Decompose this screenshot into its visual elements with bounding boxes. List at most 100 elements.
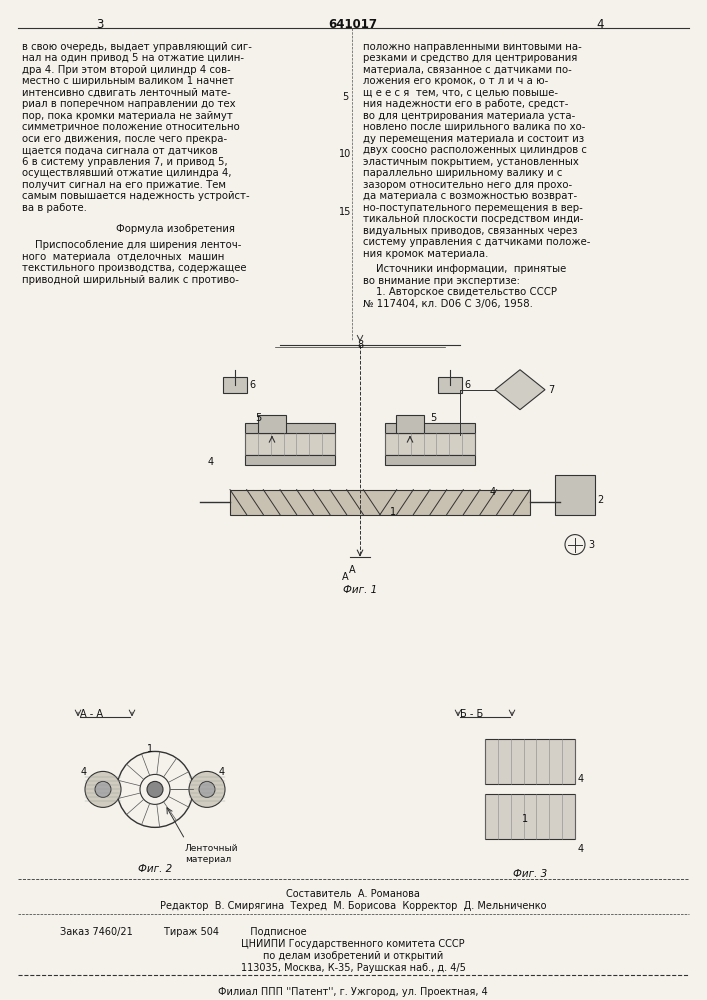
Text: 113035, Москва, К-35, Раушская наб., д. 4/5: 113035, Москва, К-35, Раушская наб., д. … <box>240 963 465 973</box>
Text: А: А <box>349 565 356 575</box>
Polygon shape <box>245 455 335 465</box>
Text: 4: 4 <box>578 774 584 784</box>
Text: Фиг. 3: Фиг. 3 <box>513 869 547 879</box>
Polygon shape <box>385 423 475 433</box>
Text: 1: 1 <box>390 507 396 517</box>
Text: дра 4. При этом второй цилиндр 4 сов-: дра 4. При этом второй цилиндр 4 сов- <box>22 65 230 75</box>
Polygon shape <box>230 490 530 515</box>
Text: параллельно ширильному валику и с: параллельно ширильному валику и с <box>363 168 562 178</box>
Text: щается подача сигнала от датчиков: щается подача сигнала от датчиков <box>22 145 218 155</box>
Text: Фиг. 2: Фиг. 2 <box>138 864 172 874</box>
Text: самым повышается надежность устройст-: самым повышается надежность устройст- <box>22 191 250 201</box>
Text: тикальной плоскости посредством инди-: тикальной плоскости посредством инди- <box>363 214 583 224</box>
Circle shape <box>189 771 225 807</box>
Text: во внимание при экспертизе:: во внимание при экспертизе: <box>363 276 520 286</box>
Text: текстильного производства, содержащее: текстильного производства, содержащее <box>22 263 247 273</box>
Text: Формула изобретения: Формула изобретения <box>117 224 235 234</box>
Text: 3: 3 <box>588 540 594 550</box>
Text: Приспособление для ширения ленточ-: Приспособление для ширения ленточ- <box>22 240 241 250</box>
Text: Составитель  А. Романова: Составитель А. Романова <box>286 889 420 899</box>
Text: получит сигнал на его прижатие. Тем: получит сигнал на его прижатие. Тем <box>22 180 226 190</box>
Text: Редактор  В. Смирягина  Техред  М. Борисова  Корректор  Д. Мельниченко: Редактор В. Смирягина Техред М. Борисова… <box>160 901 547 911</box>
Text: 4: 4 <box>219 767 225 777</box>
Text: 4: 4 <box>208 457 214 467</box>
Text: 3: 3 <box>96 18 104 31</box>
Text: 6: 6 <box>249 380 255 390</box>
Text: в свою очередь, выдает управляющий сиг-: в свою очередь, выдает управляющий сиг- <box>22 42 252 52</box>
Polygon shape <box>245 423 335 433</box>
Text: систему управления с датчиками положе-: систему управления с датчиками положе- <box>363 237 590 247</box>
Text: А: А <box>341 572 349 582</box>
Text: 4: 4 <box>81 767 87 777</box>
Text: 1: 1 <box>147 744 153 754</box>
Bar <box>485 739 575 784</box>
Bar <box>258 415 286 433</box>
Text: ния надежности его в работе, средст-: ния надежности его в работе, средст- <box>363 99 568 109</box>
Text: видуальных приводов, связанных через: видуальных приводов, связанных через <box>363 226 578 236</box>
Polygon shape <box>495 370 545 410</box>
Text: 641017: 641017 <box>329 18 378 31</box>
Text: А - А: А - А <box>80 709 103 719</box>
Text: Ленточный
материал: Ленточный материал <box>185 844 238 864</box>
Text: ду перемещения материала и состоит из: ду перемещения материала и состоит из <box>363 134 584 144</box>
Text: нал на один привод 5 на отжатие цилин-: нал на один привод 5 на отжатие цилин- <box>22 53 244 63</box>
Text: пор, пока кромки материала не займут: пор, пока кромки материала не займут <box>22 111 233 121</box>
Text: ния кромок материала.: ния кромок материала. <box>363 249 489 259</box>
Text: оси его движения, после чего прекра-: оси его движения, после чего прекра- <box>22 134 227 144</box>
Text: Источники информации,  принятые: Источники информации, принятые <box>363 264 566 274</box>
Text: 1. Авторское свидетельство СССР: 1. Авторское свидетельство СССР <box>363 287 557 297</box>
Circle shape <box>85 771 121 807</box>
Bar <box>555 475 595 515</box>
Text: зазором относительно него для прохо-: зазором относительно него для прохо- <box>363 180 572 190</box>
Text: двух соосно расположенных цилиндров с: двух соосно расположенных цилиндров с <box>363 145 587 155</box>
Text: ЦНИИПИ Государственного комитета СССР: ЦНИИПИ Государственного комитета СССР <box>241 939 464 949</box>
Text: 5: 5 <box>342 92 348 102</box>
Bar <box>223 377 247 393</box>
Text: 6: 6 <box>464 380 470 390</box>
Text: ложения его кромок, о т л и ч а ю-: ложения его кромок, о т л и ч а ю- <box>363 76 548 86</box>
Text: положно направленными винтовыми на-: положно направленными винтовыми на- <box>363 42 582 52</box>
Text: но-поступательного перемещения в вер-: но-поступательного перемещения в вер- <box>363 203 583 213</box>
Text: ного  материала  отделочных  машин: ного материала отделочных машин <box>22 252 224 262</box>
Text: риал в поперечном направлении до тех: риал в поперечном направлении до тех <box>22 99 235 109</box>
Text: да материала с возможностью возврат-: да материала с возможностью возврат- <box>363 191 577 201</box>
Text: 7: 7 <box>548 385 554 395</box>
Text: симметричное положение относительно: симметричное положение относительно <box>22 122 240 132</box>
Bar <box>485 794 575 839</box>
Text: 15: 15 <box>339 207 351 217</box>
Text: Б - Б: Б - Б <box>460 709 484 719</box>
Text: 4: 4 <box>596 18 604 31</box>
Text: Фиг. 1: Фиг. 1 <box>343 585 377 595</box>
Text: резками и средство для центрирования: резками и средство для центрирования <box>363 53 578 63</box>
Circle shape <box>199 781 215 797</box>
Circle shape <box>147 781 163 797</box>
Text: во для центрирования материала уста-: во для центрирования материала уста- <box>363 111 575 121</box>
Text: № 117404, кл. D06 C 3/06, 1958.: № 117404, кл. D06 C 3/06, 1958. <box>363 299 533 309</box>
Text: 6 в систему управления 7, и привод 5,: 6 в систему управления 7, и привод 5, <box>22 157 228 167</box>
Text: осуществлявший отжатие цилиндра 4,: осуществлявший отжатие цилиндра 4, <box>22 168 231 178</box>
Text: Филиал ППП ''Патент'', г. Ужгород, ул. Проектная, 4: Филиал ППП ''Патент'', г. Ужгород, ул. П… <box>218 987 488 997</box>
Text: ва в работе.: ва в работе. <box>22 203 87 213</box>
Text: материала, связанное с датчиками по-: материала, связанное с датчиками по- <box>363 65 572 75</box>
Text: новлено после ширильного валика по хо-: новлено после ширильного валика по хо- <box>363 122 585 132</box>
Bar <box>396 415 424 433</box>
Text: по делам изобретений и открытий: по делам изобретений и открытий <box>263 951 443 961</box>
Polygon shape <box>385 433 475 455</box>
Text: приводной ширильный валик с противо-: приводной ширильный валик с противо- <box>22 275 239 285</box>
Text: местно с ширильным валиком 1 начнет: местно с ширильным валиком 1 начнет <box>22 76 234 86</box>
Text: 2: 2 <box>597 495 603 505</box>
Circle shape <box>95 781 111 797</box>
Text: эластичным покрытием, установленных: эластичным покрытием, установленных <box>363 157 579 167</box>
Text: щ е е с я  тем, что, с целью повыше-: щ е е с я тем, что, с целью повыше- <box>363 88 558 98</box>
Text: 10: 10 <box>339 149 351 159</box>
Text: 4: 4 <box>490 487 496 497</box>
Bar <box>438 377 462 393</box>
Text: интенсивно сдвигать ленточный мате-: интенсивно сдвигать ленточный мате- <box>22 88 230 98</box>
Text: 5: 5 <box>430 413 436 423</box>
Polygon shape <box>385 455 475 465</box>
Text: 8: 8 <box>357 340 363 350</box>
Text: 4: 4 <box>578 844 584 854</box>
Text: Заказ 7460/21          Тираж 504          Подписное: Заказ 7460/21 Тираж 504 Подписное <box>60 927 307 937</box>
Polygon shape <box>245 433 335 455</box>
Text: 1: 1 <box>522 814 528 824</box>
